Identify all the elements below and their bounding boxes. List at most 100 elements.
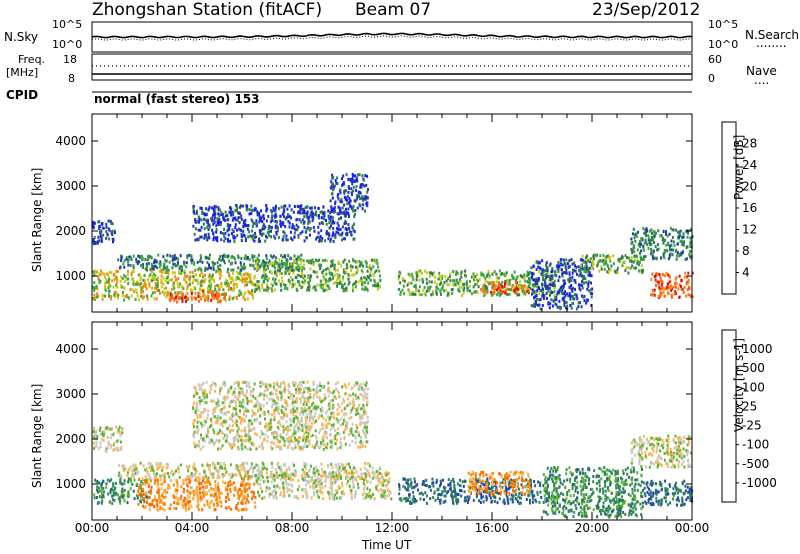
data-cell [337,473,340,477]
data-cell [309,267,312,271]
data-cell [277,207,280,211]
data-cell [492,291,495,295]
data-cell [281,259,283,263]
data-cell [265,209,268,213]
data-cell [546,287,549,290]
data-cell [627,271,630,275]
data-cell [351,224,354,228]
data-cell [187,297,190,301]
data-cell [234,209,237,213]
data-cell [302,495,304,498]
data-cell [198,487,201,491]
data-cell [524,279,527,283]
x-axis-title: Time UT [362,538,412,552]
data-cell [684,258,687,261]
data-cell [596,264,599,268]
data-cell [322,447,325,451]
data-cell [211,461,214,465]
data-cell [330,224,332,228]
data-cell [121,464,124,468]
data-cell [355,260,358,264]
data-cell [359,423,362,427]
data-cell [377,265,380,269]
data-cell [498,269,501,273]
data-cell [358,259,361,263]
data-cell [266,284,269,288]
data-cell [245,472,248,476]
data-cell [315,490,318,494]
data-cell [168,486,171,490]
freq-tick-top: 18 [63,53,77,66]
data-cell [273,400,276,403]
data-cell [677,235,680,239]
data-cell [501,271,503,275]
data-cell [330,184,333,188]
data-cell [330,180,333,184]
data-cell [123,499,126,503]
data-cell [254,288,257,292]
data-cell [262,232,265,236]
data-cell [631,251,634,255]
data-cell [301,407,304,410]
data-cell [480,273,483,277]
data-cell [661,273,664,277]
data-cell [260,380,263,384]
data-cell [207,223,210,227]
data-cell [559,261,562,265]
data-cell [642,255,645,259]
data-cell [641,237,644,241]
data-cell [491,281,494,284]
data-cell [334,471,337,475]
data-cell [408,290,411,294]
data-cell [308,288,311,292]
data-cell [528,282,531,286]
data-cell [653,275,656,278]
data-cell [514,291,517,295]
data-cell [616,268,619,272]
data-cell [105,225,108,229]
data-cell [108,500,111,504]
data-cell [174,264,177,268]
data-cell [686,275,689,279]
data-cell [521,284,524,288]
data-cell [221,258,224,261]
data-cell [153,258,156,262]
data-cell [123,464,126,468]
data-cell [339,206,342,210]
data-cell [307,481,310,485]
data-cell [183,496,186,500]
data-cell [580,274,583,278]
data-cell [263,393,266,397]
nave-tick-top: 60 [708,53,722,66]
data-cell [246,280,249,284]
data-cell [362,482,365,485]
data-cell [663,248,666,252]
data-cell [160,501,163,504]
data-cell [178,297,180,301]
data-cell [652,292,655,296]
data-cell [105,486,108,489]
data-cell [259,470,262,473]
data-cell [652,251,654,255]
data-cell [375,284,378,288]
data-cell [257,283,260,287]
data-cell [338,274,341,278]
data-cell [659,287,662,291]
data-cell [356,206,359,210]
data-cell [263,466,266,470]
data-cell [329,486,332,490]
data-cell [190,486,193,490]
data-cell [387,494,390,498]
data-cell [347,190,350,194]
data-cell [358,194,361,198]
data-cell [213,235,216,239]
data-cell [348,393,351,397]
data-cell [144,257,147,261]
data-cell [224,298,227,302]
data-cell [546,285,549,289]
data-cell [192,406,195,410]
data-cell [382,483,385,487]
data-cell [348,443,351,447]
data-cell [104,449,107,452]
data-cell [200,235,203,239]
